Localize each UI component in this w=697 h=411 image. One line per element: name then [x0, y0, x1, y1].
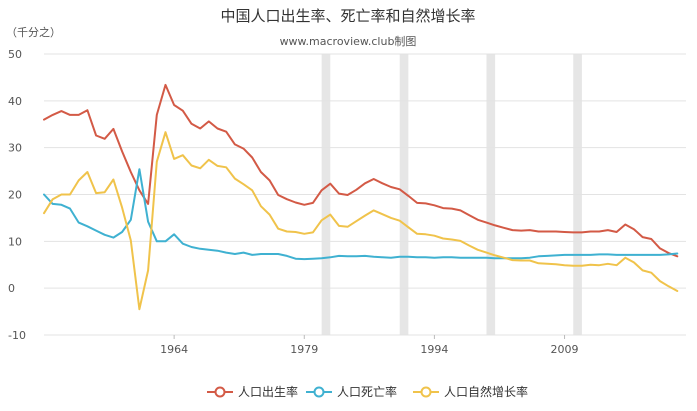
y-tick-label: 10: [8, 235, 22, 248]
y-axis-label: （千分之）: [6, 25, 61, 39]
y-tick-label: 30: [8, 142, 22, 155]
legend-marker: [420, 386, 432, 398]
legend-label: 人口出生率: [238, 384, 298, 399]
y-tick-label: 50: [8, 48, 22, 61]
legend-item-1[interactable]: 人口死亡率: [306, 384, 397, 399]
x-tick-label: 1994: [420, 343, 448, 356]
gridlines: [44, 53, 686, 336]
y-axis-ticks: -10 0 10 20 30 40 50: [8, 48, 26, 342]
legend-marker: [214, 386, 226, 398]
y-tick-label: -10: [8, 329, 26, 342]
legend-label: 人口死亡率: [337, 384, 397, 399]
x-tick-label: 2009: [551, 343, 579, 356]
series-line-0: [43, 83, 679, 258]
y-tick-label: 40: [8, 95, 22, 108]
y-tick-label: 0: [8, 282, 15, 295]
chart-title: 中国人口出生率、死亡率和自然增长率: [220, 7, 475, 25]
series-lines: [43, 83, 679, 311]
x-tick-label: 1964: [160, 343, 188, 356]
x-axis-ticks: 1964 1979 1994 2009: [160, 335, 579, 356]
series-line-2: [43, 131, 679, 311]
legend: 人口出生率 人口死亡率 人口自然增长率: [207, 384, 528, 399]
legend-item-2[interactable]: 人口自然增长率: [413, 384, 528, 399]
legend-marker: [313, 386, 325, 398]
x-tick-label: 1979: [290, 343, 318, 356]
y-tick-label: 20: [8, 189, 22, 202]
series-line-1: [43, 168, 679, 261]
chart-subtitle: www.macroview.club制图: [280, 35, 417, 48]
legend-label: 人口自然增长率: [444, 384, 528, 399]
legend-item-0[interactable]: 人口出生率: [207, 384, 298, 399]
